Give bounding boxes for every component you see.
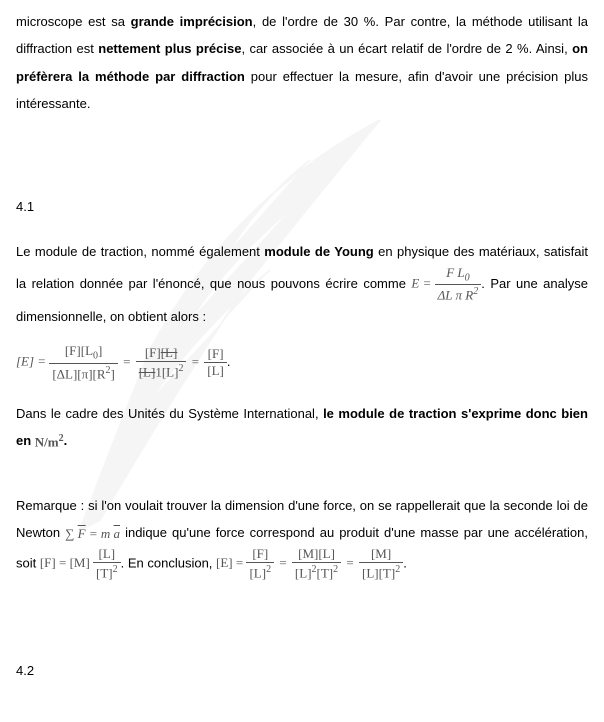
eq-conclusion: [E] = [F] [L]2 = [M][L] [L]2[T]2 = [M] […: [216, 547, 403, 581]
text: Le module de traction, nommé également: [16, 244, 264, 259]
period: .: [403, 555, 407, 570]
period: .: [227, 354, 231, 369]
dimension-equation: [E] = [F][L0] [ΔL][π][R2] = [F][L] [L]1[…: [16, 344, 588, 381]
si-paragraph: Dans le cadre des Unités du Système Inte…: [16, 400, 588, 455]
equals: =: [123, 354, 130, 369]
dim-lhs: [E] =: [16, 354, 46, 369]
newton-law: ∑ F = m a: [65, 527, 120, 540]
text: microscope est sa: [16, 14, 131, 29]
intro-paragraph: microscope est sa grande imprécision, de…: [16, 8, 588, 117]
bold-young: module de Young: [264, 244, 373, 259]
section-4-1: 4.1: [16, 193, 588, 220]
young-paragraph: Le module de traction, nommé également m…: [16, 238, 588, 330]
unit: N/m: [35, 435, 59, 450]
remark-paragraph: Remarque : si l'on voulait trouver la di…: [16, 492, 588, 581]
eq-lhs: E =: [411, 275, 431, 290]
section-4-2: 4.2: [16, 657, 588, 684]
equation-E: E = F L0 ΔL π R2: [411, 266, 481, 303]
bold-precise: nettement plus précise: [98, 41, 241, 56]
text: Dans le cadre des Unités du Système Inte…: [16, 406, 323, 421]
period: .: [64, 433, 68, 448]
text: . En conclusion,: [121, 555, 216, 570]
bold-imprecision: grande imprécision: [131, 14, 253, 29]
equals: =: [192, 354, 199, 369]
eq-FM: [F] = [M] [L] [T]2: [40, 547, 121, 581]
text: , car associée à un écart relatif de l'o…: [241, 41, 572, 56]
